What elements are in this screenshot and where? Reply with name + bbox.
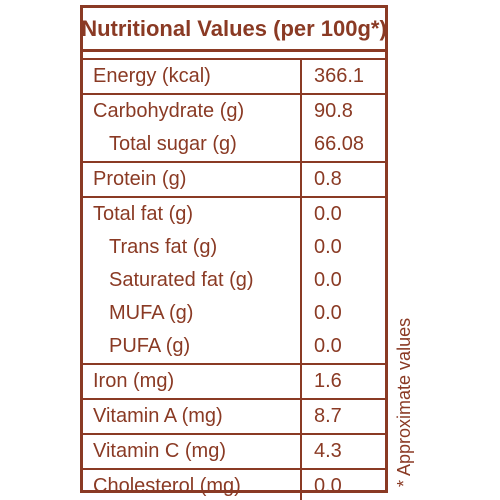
row-value: 0.0 — [314, 475, 342, 497]
row-label: Vitamin A (mg) — [83, 400, 302, 433]
table-row: Trans fat (g) 0.0 — [83, 231, 385, 264]
row-value: 0.8 — [314, 168, 342, 190]
table-row: Cholesterol (mg) 0.0 — [83, 470, 385, 500]
group-fat: Total fat (g) 0.0 Trans fat (g) 0.0 Satu… — [83, 198, 385, 365]
row-label: Energy (kcal) — [83, 60, 302, 93]
row-value: 0.0 — [314, 203, 342, 225]
table-row: MUFA (g) 0.0 — [83, 297, 385, 330]
table-row: Vitamin C (mg) 4.3 — [83, 435, 385, 468]
group-iron: Iron (mg) 1.6 — [83, 365, 385, 400]
row-label: Cholesterol (mg) — [83, 470, 302, 500]
row-value: 0.0 — [314, 269, 342, 291]
group-protein: Protein (g) 0.8 — [83, 163, 385, 198]
row-value: 1.6 — [314, 370, 342, 392]
group-carbohydrate: Carbohydrate (g) 90.8 Total sugar (g) 66… — [83, 95, 385, 163]
table-row: Energy (kcal) 366.1 — [83, 60, 385, 93]
table-row: Total fat (g) 0.0 — [83, 198, 385, 231]
row-label: Iron (mg) — [83, 365, 302, 398]
row-value: 90.8 — [314, 100, 353, 122]
row-label: Trans fat (g) — [83, 231, 302, 264]
row-value: 66.08 — [314, 133, 365, 155]
table-row: Carbohydrate (g) 90.8 — [83, 95, 385, 128]
row-label: MUFA (g) — [83, 297, 302, 330]
nutrition-rows: Energy (kcal) 366.1 Carbohydrate (g) 90.… — [83, 58, 385, 500]
group-vitamin-c: Vitamin C (mg) 4.3 — [83, 435, 385, 470]
row-label: Total fat (g) — [83, 198, 302, 231]
group-vitamin-a: Vitamin A (mg) 8.7 — [83, 400, 385, 435]
row-value: 0.0 — [314, 335, 342, 357]
table-row: Protein (g) 0.8 — [83, 163, 385, 196]
table-row: Iron (mg) 1.6 — [83, 365, 385, 398]
group-energy: Energy (kcal) 366.1 — [83, 58, 385, 95]
row-label: Carbohydrate (g) — [83, 95, 302, 128]
row-label: Protein (g) — [83, 163, 302, 196]
table-row: Vitamin A (mg) 8.7 — [83, 400, 385, 433]
row-label: Total sugar (g) — [83, 128, 302, 161]
table-row: Saturated fat (g) 0.0 — [83, 264, 385, 297]
group-cholesterol: Cholesterol (mg) 0.0 — [83, 470, 385, 500]
row-label: Vitamin C (mg) — [83, 435, 302, 468]
nutrition-table: Nutritional Values (per 100g*) Energy (k… — [80, 5, 388, 500]
row-value: 4.3 — [314, 440, 342, 462]
row-label: Saturated fat (g) — [83, 264, 302, 297]
row-label: PUFA (g) — [83, 330, 302, 363]
table-row: Total sugar (g) 66.08 — [83, 128, 385, 161]
table-row: PUFA (g) 0.0 — [83, 330, 385, 363]
table-title: Nutritional Values (per 100g*) — [81, 8, 387, 52]
row-value: 366.1 — [314, 65, 365, 87]
approximate-values-note: * Approximate values — [393, 317, 414, 487]
row-value: 0.0 — [314, 302, 342, 324]
row-value: 8.7 — [314, 405, 342, 427]
row-value: 0.0 — [314, 236, 342, 258]
